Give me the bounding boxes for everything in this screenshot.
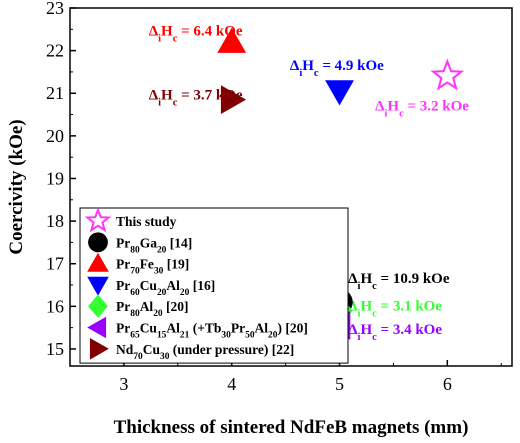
annotation-label: ΔiHc = 10.9 kOe [348, 271, 450, 292]
legend-entry-label: Nd70Cu30 (under pressure) [22] [116, 342, 294, 362]
x-tick-label: 6 [443, 374, 452, 394]
data-point-6 [220, 85, 247, 115]
legend-entry-label: This study [116, 214, 177, 229]
y-tick-label: 17 [46, 254, 64, 274]
y-tick-label: 18 [46, 211, 64, 231]
data-point-0 [430, 58, 465, 91]
data-point-2 [217, 27, 247, 53]
x-tick-label: 3 [119, 374, 128, 394]
annotation-label: ΔiHc = 3.1 kOe [348, 299, 442, 320]
legend: This study Pr80Ga20 [14]Pr70Fe30 [19]Pr60… [79, 206, 349, 364]
plot-frame [69, 7, 513, 367]
legend-box [79, 207, 349, 364]
x-axis-label: Thickness of sintered NdFeB magnets (mm) [114, 417, 469, 438]
annotation-label: ΔiHc = 3.4 kOe [348, 322, 442, 343]
legend-marker-3 [87, 276, 109, 296]
y-tick-label: 22 [46, 41, 64, 61]
y-tick-label: 16 [46, 296, 64, 316]
legend-entry-label: Pr60Cu20Al20 [16] [116, 278, 215, 298]
legend-marker-1 [88, 232, 108, 253]
legend-entry-label: Pr80Al20 [20] [116, 299, 189, 319]
x-tick-label: 5 [335, 374, 344, 394]
legend-marker-0 [84, 206, 112, 233]
legend-marker-6 [89, 338, 109, 360]
y-tick-label: 23 [46, 0, 64, 18]
legend-entry-label: Pr80Ga20 [14] [116, 235, 192, 255]
annotation-label: ΔiHc = 4.9 kOe [290, 58, 384, 79]
legend-marker-5 [87, 316, 107, 339]
annotation-label: ΔiHc = 6.4 kOe [149, 24, 243, 45]
annotation-label: ΔiHc = 3.2 kOe [375, 98, 469, 119]
legend-entry-label: Pr65Cu15Al21 (+Tb30Pr50Al20) [20] [116, 321, 308, 341]
y-axis-label: Coercivity (kOe) [6, 119, 27, 254]
y-tick-label: 20 [46, 126, 64, 146]
legend-marker-4 [88, 294, 108, 318]
axis-ticks: 3 4 5 6 15 16 17 18 19 20 21 22 23 [46, 0, 502, 394]
legend-entry-label: Pr70Fe30 [19] [116, 257, 189, 277]
y-tick-label: 19 [46, 168, 64, 188]
data-point-3 [325, 80, 354, 106]
y-tick-label: 21 [46, 83, 64, 103]
x-tick-label: 4 [227, 374, 236, 394]
legend-marker-2 [87, 252, 109, 272]
y-tick-label: 15 [46, 339, 64, 359]
